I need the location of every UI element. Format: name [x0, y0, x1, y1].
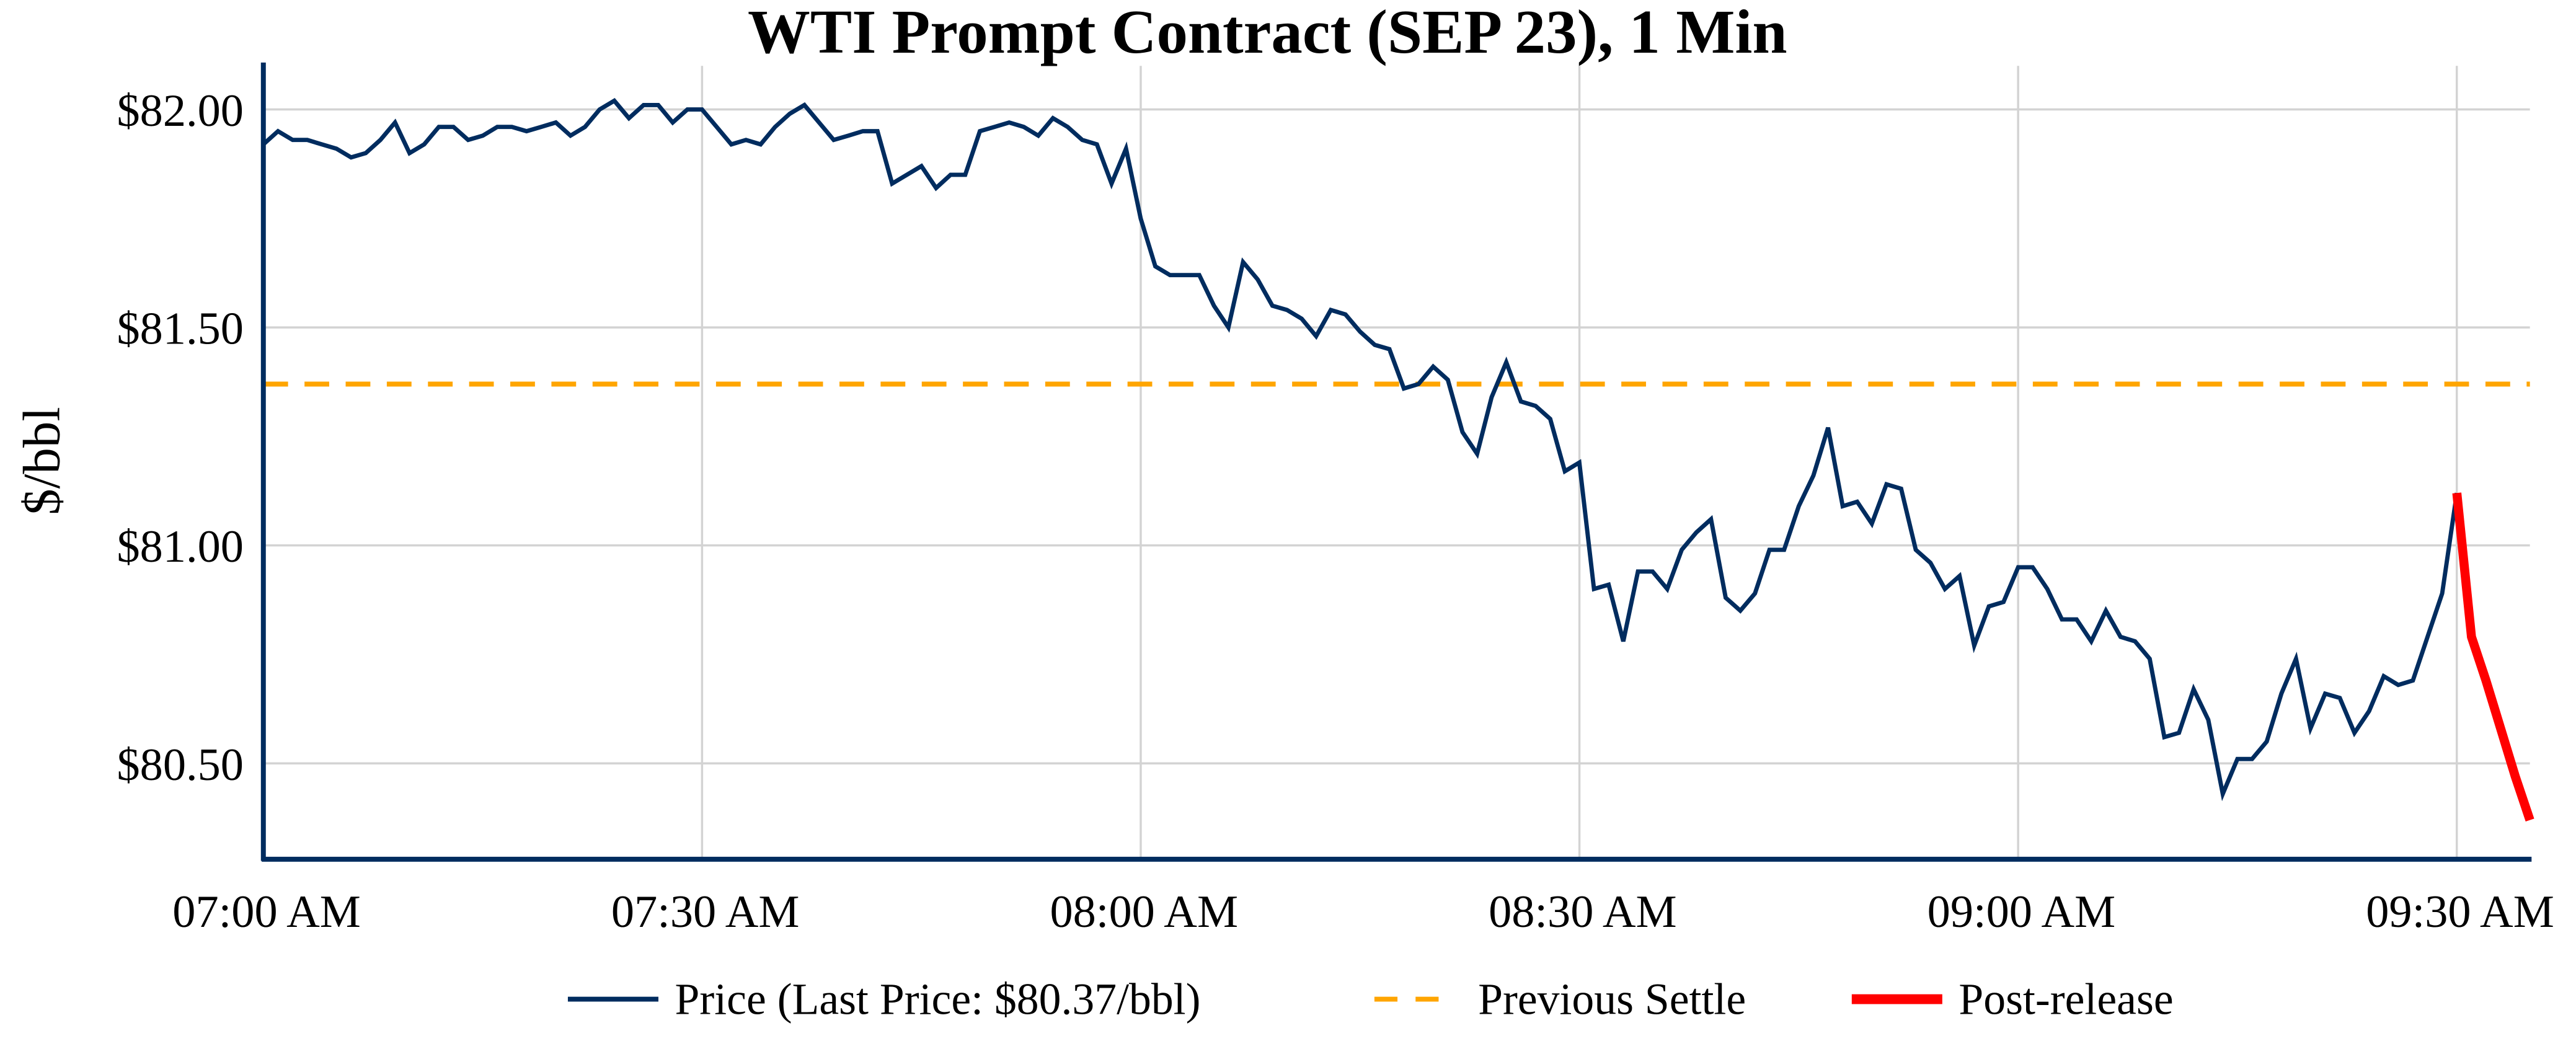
chart-title: WTI Prompt Contract (SEP 23), 1 Min	[748, 0, 1787, 66]
y-tick-label: $82.00	[117, 86, 244, 136]
y-tick-label: $80.50	[117, 740, 244, 790]
post-release-line	[2452, 492, 2534, 822]
legend: Price (Last Price: $80.37/bbl) Previous …	[567, 974, 2174, 1024]
legend-post-release-label: Post-release	[1959, 974, 2173, 1024]
x-tick-labels: 07:00 AM 07:30 AM 08:00 AM 08:30 AM 09:00 AM…	[172, 887, 2554, 937]
x-tick-label: 08:00 AM	[1050, 887, 1238, 937]
y-axis-label: $/bbl	[13, 407, 71, 515]
x-tick-label: 09:30 AM	[2366, 887, 2554, 937]
y-tick-label: $81.50	[117, 304, 244, 355]
price-line	[262, 98, 2459, 802]
x-tick-label: 09:00 AM	[1928, 887, 2116, 937]
y-tick-label: $81.00	[117, 521, 244, 572]
y-tick-labels: $80.50 $81.00 $81.50 $82.00	[117, 86, 244, 790]
series-lines	[262, 98, 2534, 822]
x-tick-label: 07:00 AM	[172, 887, 361, 937]
grid-lines	[263, 66, 2530, 859]
x-tick-label: 08:30 AM	[1489, 887, 1677, 937]
legend-settle-label: Previous Settle	[1478, 974, 1746, 1024]
x-tick-label: 07:30 AM	[611, 887, 800, 937]
legend-price-label: Price (Last Price: $80.37/bbl)	[675, 974, 1201, 1024]
